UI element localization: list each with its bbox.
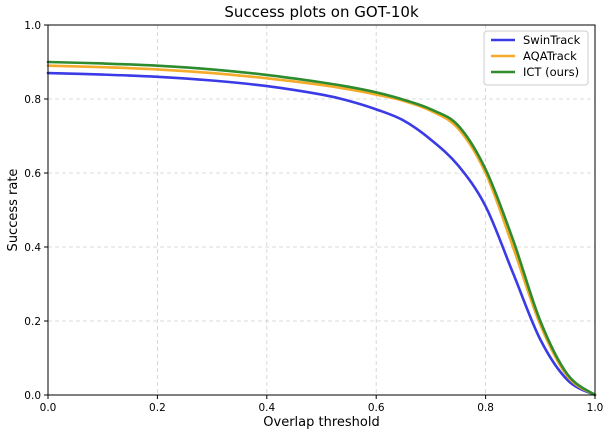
series-layer: [46, 60, 597, 397]
x-tick-label: 1.0: [587, 402, 604, 414]
y-tick-label: 0.2: [24, 316, 41, 328]
y-tick-label: 1.0: [24, 20, 41, 32]
tick-layer: 0.0 0.2 0.4 0.6 0.8 1.0 0.0 0.2 0.4 0.6 0.8 1.0: [24, 20, 603, 414]
legend-label-swintrack: SwinTrack: [523, 33, 581, 47]
x-axis-label: Overlap threshold: [263, 415, 379, 430]
y-axis-label: Success rate: [6, 169, 21, 252]
series-line-ict-ours: [46, 60, 597, 397]
plot-frame: [47, 24, 596, 396]
x-tick-label: 0.8: [477, 402, 494, 414]
legend: SwinTrack AQATrack ICT (ours): [483, 30, 589, 86]
legend-label-ict-ours: ICT (ours): [523, 65, 579, 79]
y-tick-label: 0.8: [24, 94, 41, 106]
chart-title: Success plots on GOT-10k: [224, 3, 419, 21]
x-tick-label: 0.6: [368, 402, 385, 414]
x-tick-label: 0.2: [149, 402, 166, 414]
y-tick-label: 0.0: [24, 390, 41, 402]
y-tick-label: 0.4: [24, 242, 41, 254]
y-tick-label: 0.6: [24, 168, 41, 180]
x-tick-label: 0.4: [258, 402, 275, 414]
series-line-swintrack: [46, 71, 597, 397]
legend-label-aqatrack: AQATrack: [523, 49, 577, 63]
x-tick-label: 0.0: [40, 402, 57, 414]
series-line-aqatrack: [46, 64, 597, 397]
